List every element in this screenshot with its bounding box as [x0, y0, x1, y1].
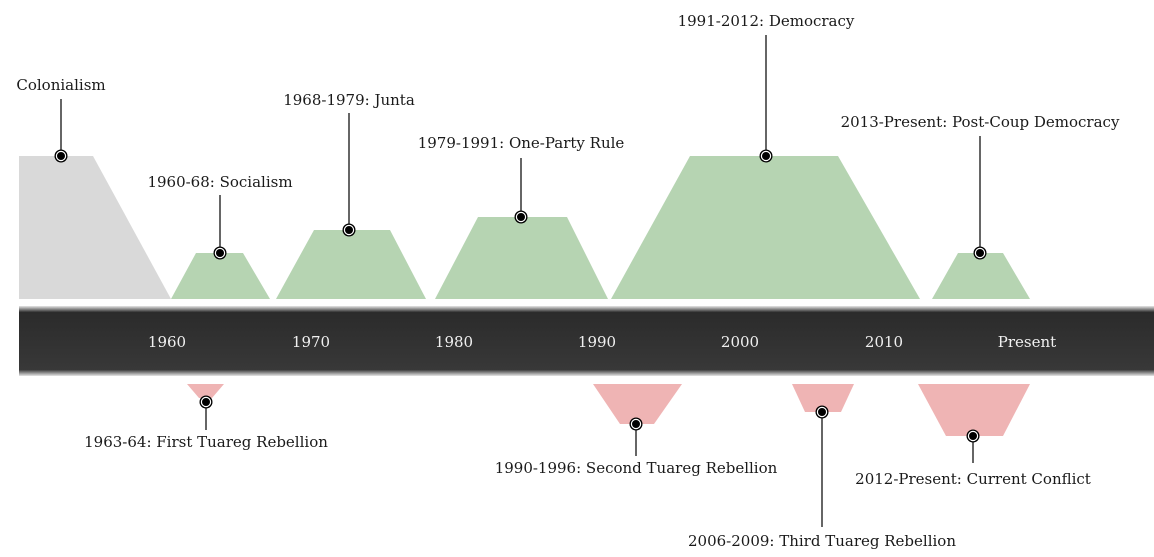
- marker-dot: [629, 417, 643, 431]
- period-shapes: [19, 156, 1030, 299]
- period-label-one-party: 1979-1991: One-Party Rule: [418, 134, 625, 152]
- conflict-shape-second: [593, 384, 682, 424]
- axis-tick-label: 2010: [865, 333, 903, 351]
- axis-tick-label: 2000: [721, 333, 759, 351]
- marker-dot: [514, 210, 528, 224]
- period-label-colonialism: Colonialism: [16, 76, 105, 94]
- period-shape-junta: [276, 230, 426, 299]
- conflict-shape-third: [792, 384, 854, 412]
- axis-tick-label: Present: [998, 333, 1056, 351]
- period-shape-post-coup: [932, 253, 1030, 299]
- marker-dot: [759, 149, 773, 163]
- marker-dot: [973, 246, 987, 260]
- period-label-socialism: 1960-68: Socialism: [147, 173, 292, 191]
- timeline-band: [19, 306, 1154, 376]
- marker-dot: [342, 223, 356, 237]
- conflict-label-second: 1990-1996: Second Tuareg Rebellion: [495, 459, 778, 477]
- axis-tick-label: 1980: [435, 333, 473, 351]
- marker-dot: [213, 246, 227, 260]
- marker-dot: [199, 395, 213, 409]
- period-label-post-coup: 2013-Present: Post-Coup Democracy: [841, 113, 1120, 131]
- conflict-shape-first: [187, 384, 224, 398]
- period-labels: Colonialism 1960-68: Socialism 1968-1979…: [16, 12, 1120, 191]
- marker-dot: [966, 429, 980, 443]
- axis-tick-label: 1970: [292, 333, 330, 351]
- conflict-shape-current: [918, 384, 1030, 436]
- period-shape-socialism: [171, 253, 270, 299]
- axis-tick-label: 1990: [578, 333, 616, 351]
- conflict-label-first: 1963-64: First Tuareg Rebellion: [84, 433, 328, 451]
- conflict-shapes: [187, 384, 1030, 436]
- conflict-label-current: 2012-Present: Current Conflict: [855, 470, 1091, 488]
- period-label-democracy: 1991-2012: Democracy: [678, 12, 855, 30]
- period-shape-democracy: [611, 156, 920, 299]
- marker-dot: [54, 149, 68, 163]
- period-label-junta: 1968-1979: Junta: [283, 91, 415, 109]
- marker-dot: [815, 405, 829, 419]
- axis-labels: 1960 1970 1980 1990 2000 2010 Present: [148, 333, 1056, 351]
- period-shape-colonialism: [19, 156, 171, 299]
- conflict-labels: 1963-64: First Tuareg Rebellion 1990-199…: [84, 433, 1091, 550]
- axis-tick-label: 1960: [148, 333, 186, 351]
- period-shape-one-party: [435, 217, 608, 299]
- conflict-label-third: 2006-2009: Third Tuareg Rebellion: [688, 532, 956, 550]
- leader-lines: [60, 35, 981, 527]
- marker-dots: [54, 149, 987, 443]
